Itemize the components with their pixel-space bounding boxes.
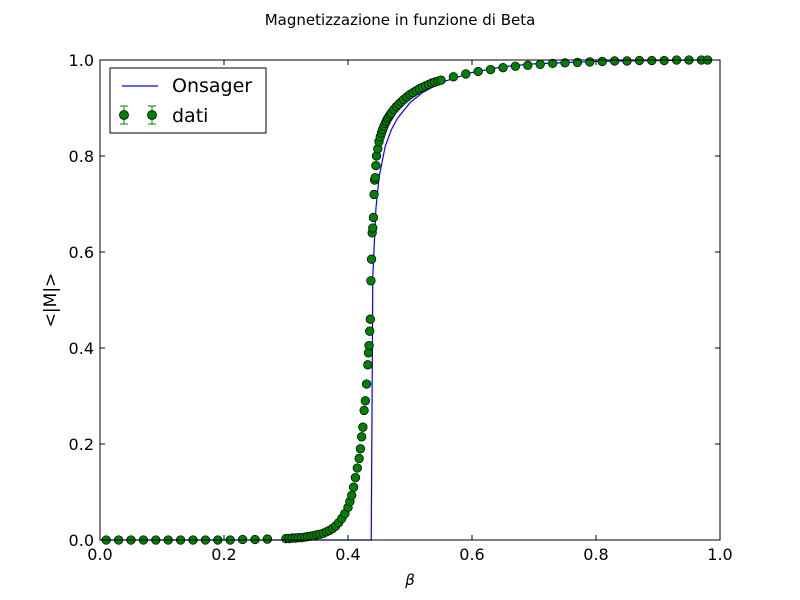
y-tick-label: 0.8 bbox=[69, 147, 94, 166]
data-point bbox=[473, 66, 483, 77]
data-point bbox=[369, 189, 379, 200]
x-axis-label: β bbox=[404, 571, 415, 589]
data-point bbox=[597, 56, 607, 67]
chart-title: Magnetizzazione in funzione di Beta bbox=[265, 11, 536, 29]
data-point bbox=[560, 58, 570, 68]
y-tick-label: 0.6 bbox=[69, 243, 94, 262]
y-tick-label: 1.0 bbox=[69, 51, 94, 70]
data-point bbox=[352, 463, 362, 473]
data-point bbox=[355, 444, 366, 454]
data-point bbox=[622, 56, 632, 66]
data-point bbox=[359, 405, 369, 416]
data-point bbox=[356, 432, 367, 442]
legend-box bbox=[109, 67, 267, 134]
y-tick-label: 0.4 bbox=[69, 339, 94, 358]
data-point bbox=[364, 340, 374, 351]
x-tick-label: 0.8 bbox=[583, 545, 608, 564]
legend-onsager-label: Onsager bbox=[172, 75, 252, 97]
data-point bbox=[366, 254, 377, 264]
data-point bbox=[448, 72, 459, 82]
data-point bbox=[368, 212, 379, 223]
data-point bbox=[535, 59, 545, 69]
data-point bbox=[436, 75, 446, 85]
x-tick-label: 0.0 bbox=[87, 545, 112, 564]
data-point bbox=[347, 490, 357, 501]
legend-dati-label: dati bbox=[172, 105, 208, 127]
data-point bbox=[358, 422, 368, 432]
data-point bbox=[461, 69, 471, 79]
x-tick-label: 0.4 bbox=[335, 545, 360, 564]
data-point bbox=[361, 379, 372, 389]
y-axis: 0.0 0.2 0.4 0.6 0.8 1.0 bbox=[69, 51, 720, 550]
data-point bbox=[510, 61, 521, 71]
data-point bbox=[366, 276, 376, 286]
data-point bbox=[363, 360, 373, 370]
data-point bbox=[585, 57, 595, 67]
data-point bbox=[262, 534, 273, 544]
data-point bbox=[523, 60, 533, 70]
data-point bbox=[498, 63, 508, 73]
data-point bbox=[350, 472, 361, 483]
data-point bbox=[360, 396, 371, 406]
x-tick-label: 0.2 bbox=[211, 545, 236, 564]
x-tick-label: 0.6 bbox=[459, 545, 484, 564]
data-point bbox=[547, 58, 558, 69]
data-point bbox=[365, 314, 375, 324]
plot-frame bbox=[99, 59, 721, 541]
y-axis-label: <|M|> bbox=[41, 273, 61, 328]
data-point bbox=[371, 160, 381, 171]
data-point bbox=[368, 223, 378, 233]
data-point bbox=[572, 57, 583, 68]
data-point bbox=[365, 326, 375, 336]
data-point bbox=[485, 64, 496, 75]
data-point bbox=[348, 482, 359, 492]
data-point bbox=[609, 56, 620, 66]
data-point bbox=[354, 453, 364, 464]
plot-area bbox=[100, 60, 720, 540]
y-tick-label: 0.0 bbox=[69, 531, 94, 550]
x-axis: 0.0 0.2 0.4 0.6 0.8 1.0 bbox=[87, 60, 733, 564]
x-tick-label: 1.0 bbox=[707, 545, 732, 564]
legend: Onsager dati bbox=[109, 67, 267, 134]
y-tick-label: 0.2 bbox=[69, 435, 94, 454]
legend-dati-swatch bbox=[119, 105, 157, 125]
data-point bbox=[370, 172, 380, 183]
